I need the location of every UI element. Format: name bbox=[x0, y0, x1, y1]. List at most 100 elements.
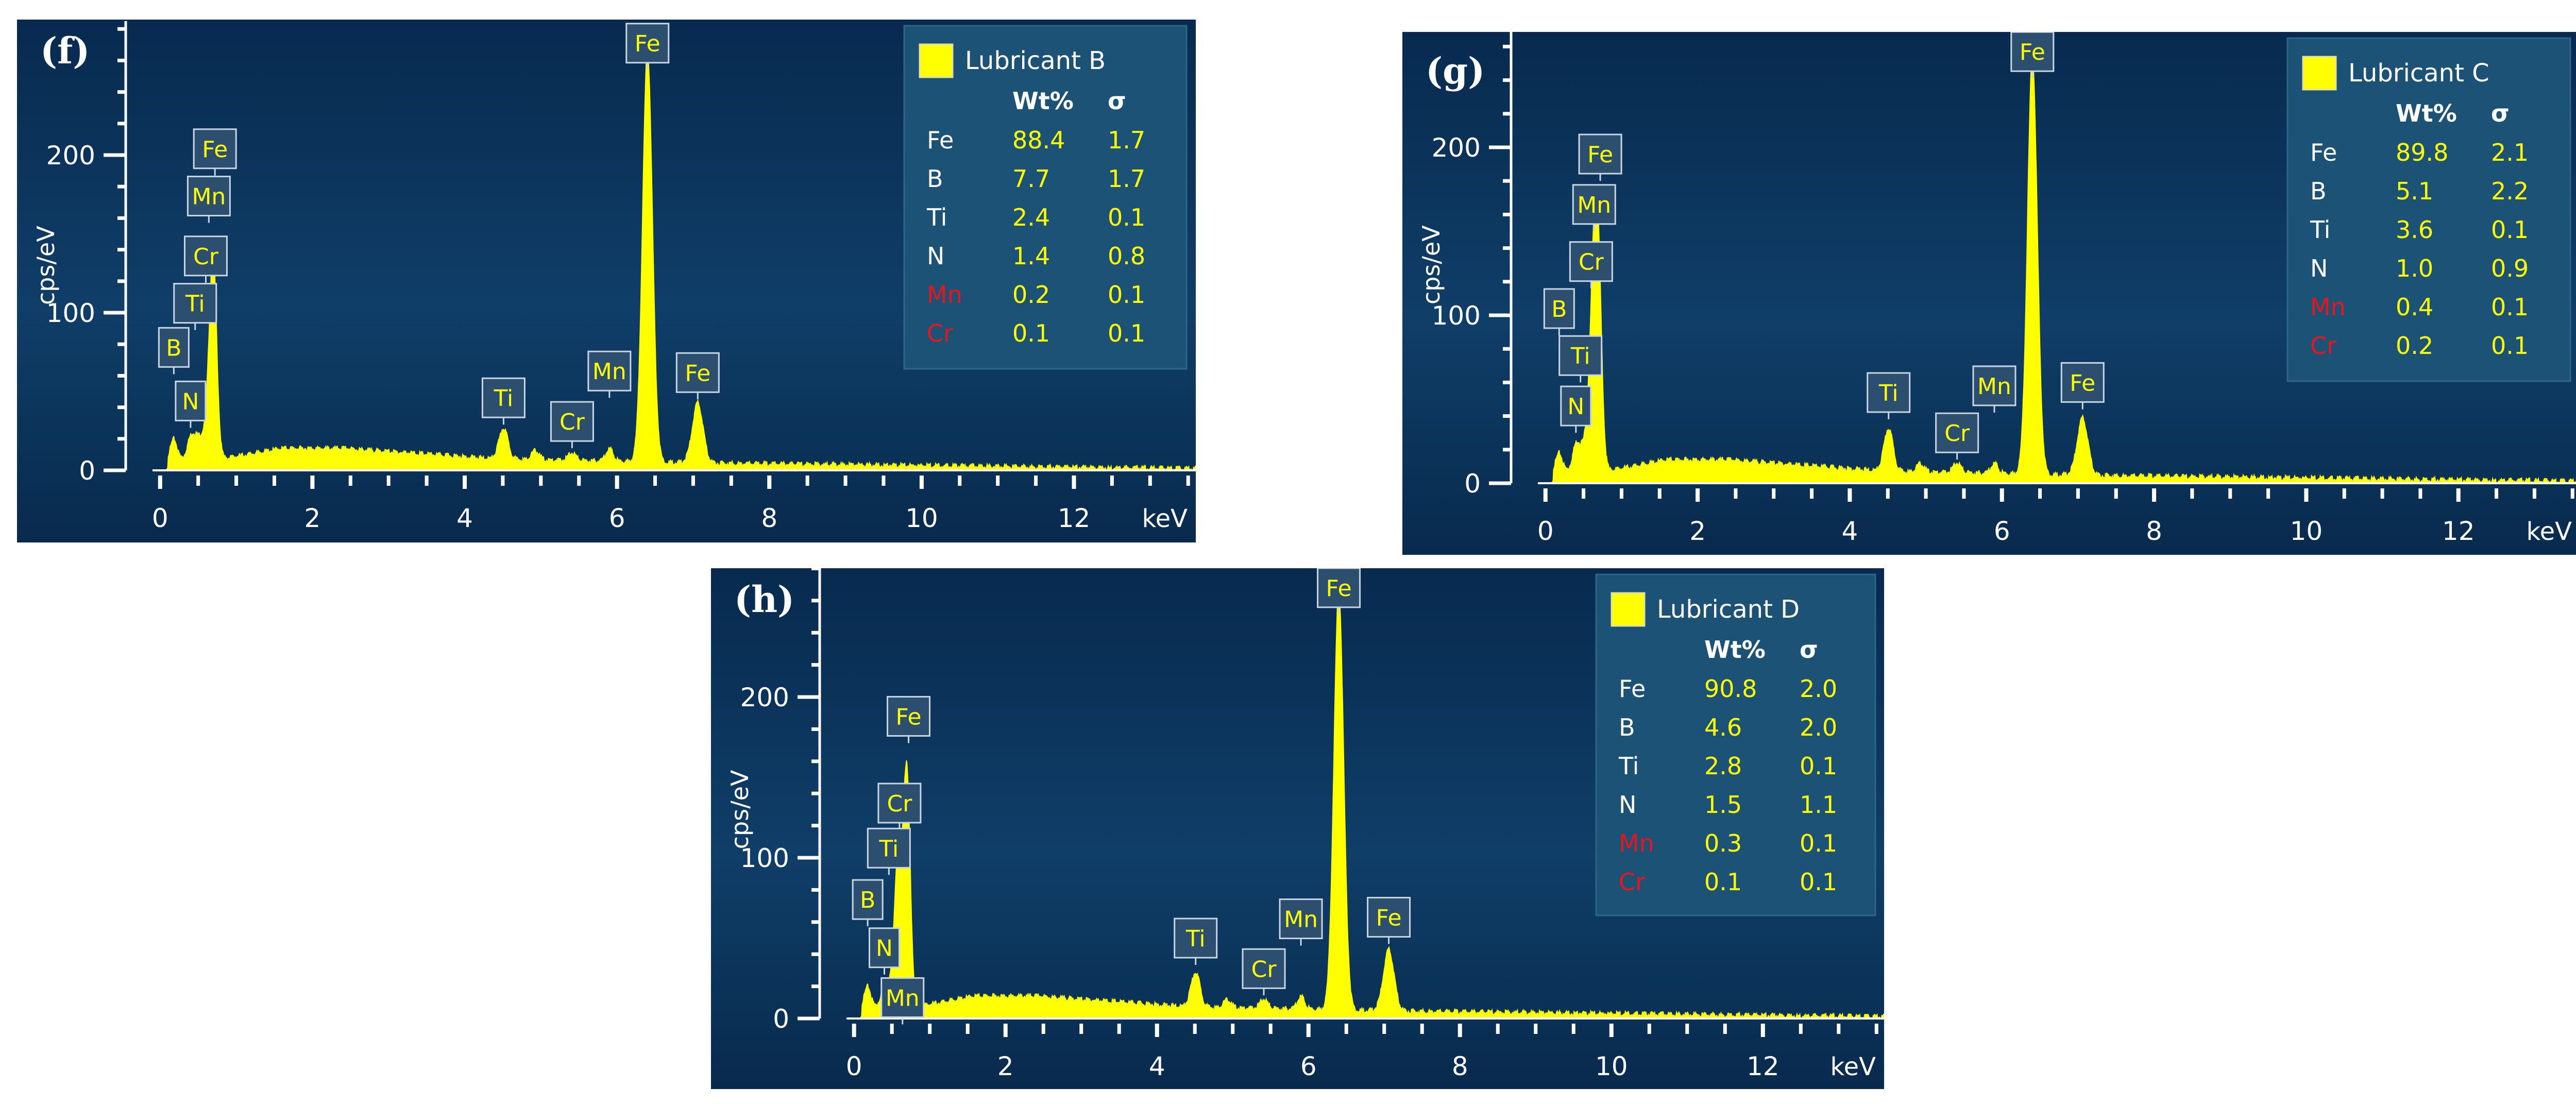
peak-label-text: Ti bbox=[185, 291, 205, 317]
legend-wt-value: 0.2 bbox=[2396, 332, 2433, 360]
legend-wt-value: 7.7 bbox=[1012, 165, 1050, 193]
legend-element: Fe bbox=[927, 126, 954, 154]
x-tick-label: 0 bbox=[152, 503, 168, 533]
x-axis-label: keV bbox=[2527, 517, 2572, 546]
peak-label-text: Ti bbox=[1570, 343, 1590, 369]
legend-wt-value: 2.4 bbox=[1012, 203, 1050, 231]
peak-label-text: Cr bbox=[193, 244, 219, 270]
peak-label-cr: Cr bbox=[550, 401, 594, 449]
legend-wt-value: 0.4 bbox=[2396, 293, 2433, 321]
x-tick-label: 2 bbox=[304, 503, 320, 533]
legend-element: Ti bbox=[1618, 752, 1639, 780]
x-tick-label: 4 bbox=[1842, 516, 1858, 546]
peak-label-n: N bbox=[869, 927, 901, 975]
peak-label-cr: Cr bbox=[183, 235, 228, 283]
legend-swatch bbox=[919, 43, 954, 78]
peak-label-cr: Cr bbox=[1242, 948, 1286, 996]
legend-col-wt: Wt% bbox=[2396, 99, 2457, 127]
legend-col-sigma: σ bbox=[2491, 99, 2510, 127]
legend-wt-value: 0.1 bbox=[1012, 319, 1050, 347]
peak-label-cr: Cr bbox=[1569, 241, 1613, 288]
x-tick-label: 12 bbox=[1058, 503, 1091, 533]
legend-col-wt: Wt% bbox=[1012, 87, 1074, 115]
peak-label-text: Fe bbox=[685, 360, 710, 386]
peak-label-text: Fe bbox=[896, 704, 922, 730]
legend-wt-value: 1.0 bbox=[2396, 254, 2433, 282]
x-tick-label: 10 bbox=[2290, 516, 2323, 546]
x-tick-label: 8 bbox=[761, 503, 777, 533]
x-tick-label: 6 bbox=[1994, 516, 2010, 546]
peak-label-text: Fe bbox=[1376, 905, 1402, 931]
peak-label-text: Mn bbox=[192, 184, 226, 210]
x-tick-label: 6 bbox=[1300, 1051, 1317, 1081]
peak-label-ti: Ti bbox=[867, 827, 911, 875]
legend-element: N bbox=[1619, 791, 1636, 819]
legend-element: B bbox=[2310, 177, 2327, 205]
peak-label-text: N bbox=[1567, 394, 1584, 420]
y-tick-label: 100 bbox=[740, 843, 789, 873]
peak-label-fe: Fe bbox=[193, 128, 237, 176]
peak-label-fe: Fe bbox=[675, 352, 720, 400]
peak-label-n: N bbox=[175, 380, 207, 428]
peak-label-text: B bbox=[1551, 296, 1567, 322]
x-axis-label: keV bbox=[1142, 504, 1188, 533]
legend-element: N bbox=[927, 242, 944, 270]
legend-wt-value: 1.4 bbox=[1012, 242, 1050, 270]
y-tick-label: 200 bbox=[1432, 133, 1481, 163]
legend-element: Ti bbox=[926, 203, 947, 231]
peak-label-b: B bbox=[852, 879, 884, 927]
peak-label-b: B bbox=[1543, 288, 1575, 335]
legend-element: B bbox=[1619, 714, 1635, 741]
legend-element: Ti bbox=[2310, 216, 2330, 244]
peak-label-cr: Cr bbox=[1935, 412, 1979, 460]
legend-wt-value: 0.3 bbox=[1704, 829, 1742, 857]
legend-col-sigma: σ bbox=[1800, 636, 1818, 664]
peak-label-text: B bbox=[166, 335, 181, 361]
legend-element: Mn bbox=[927, 281, 962, 309]
legend-wt-value: 90.8 bbox=[1704, 675, 1757, 703]
legend-wt-value: 1.5 bbox=[1704, 791, 1742, 819]
y-tick-label: 100 bbox=[46, 298, 95, 328]
panel-g: 0 100 200 cps/eV 0 2 4 6 8 10 12 keV (g) Fe Mn Cr B Ti N Ti… bbox=[1402, 32, 2576, 555]
peak-label-text: Fe bbox=[2070, 370, 2095, 396]
x-tick-label: 0 bbox=[1537, 516, 1554, 546]
peak-label-cr: Cr bbox=[877, 783, 922, 830]
peak-label-mn: Mn bbox=[1279, 898, 1323, 946]
peak-label-text: Ti bbox=[1878, 380, 1899, 406]
legend-sigma-value: 0.1 bbox=[2491, 332, 2529, 360]
peak-label-fe: Fe bbox=[1578, 133, 1622, 181]
x-axis-label: keV bbox=[1831, 1052, 1876, 1081]
x-tick-label: 0 bbox=[846, 1051, 862, 1081]
legend-sigma-value: 1.1 bbox=[1800, 791, 1837, 819]
peak-label-text: Ti bbox=[494, 385, 514, 412]
peak-label-text: Fe bbox=[635, 31, 660, 57]
legend-element: Fe bbox=[2310, 139, 2337, 166]
legend-sigma-value: 0.1 bbox=[2491, 216, 2529, 244]
peak-label-fe: Fe bbox=[1317, 568, 1361, 615]
peak-label-text: Cr bbox=[887, 791, 912, 817]
legend-sigma-value: 0.1 bbox=[1800, 868, 1837, 896]
legend-sigma-value: 0.1 bbox=[1800, 829, 1837, 857]
legend-element: Fe bbox=[1619, 675, 1646, 703]
peak-label-text: Cr bbox=[1579, 249, 1604, 276]
peak-label-mn: Mn bbox=[880, 977, 925, 1025]
legend-element: B bbox=[927, 165, 943, 193]
y-tick-label: 100 bbox=[1432, 301, 1481, 331]
peak-label-fe: Fe bbox=[2060, 362, 2105, 410]
peak-label-b: B bbox=[158, 327, 190, 375]
y-tick-label: 200 bbox=[740, 683, 789, 712]
legend-sigma-value: 0.1 bbox=[1800, 752, 1837, 780]
y-tick-label: 200 bbox=[46, 141, 95, 171]
x-tick-label: 4 bbox=[1149, 1051, 1165, 1081]
peak-label-text: N bbox=[876, 936, 893, 962]
legend-element: Cr bbox=[927, 319, 953, 347]
legend-col-wt: Wt% bbox=[1704, 636, 1766, 664]
x-tick-label: 12 bbox=[2442, 516, 2475, 546]
legend-element: Mn bbox=[1619, 829, 1654, 857]
peak-label-fe: Fe bbox=[1367, 896, 1411, 944]
legend-element: Mn bbox=[2310, 293, 2346, 321]
legend-sigma-value: 0.1 bbox=[1108, 319, 1145, 347]
peak-label-text: Cr bbox=[1944, 420, 1970, 447]
peak-label-ti: Ti bbox=[481, 377, 526, 425]
